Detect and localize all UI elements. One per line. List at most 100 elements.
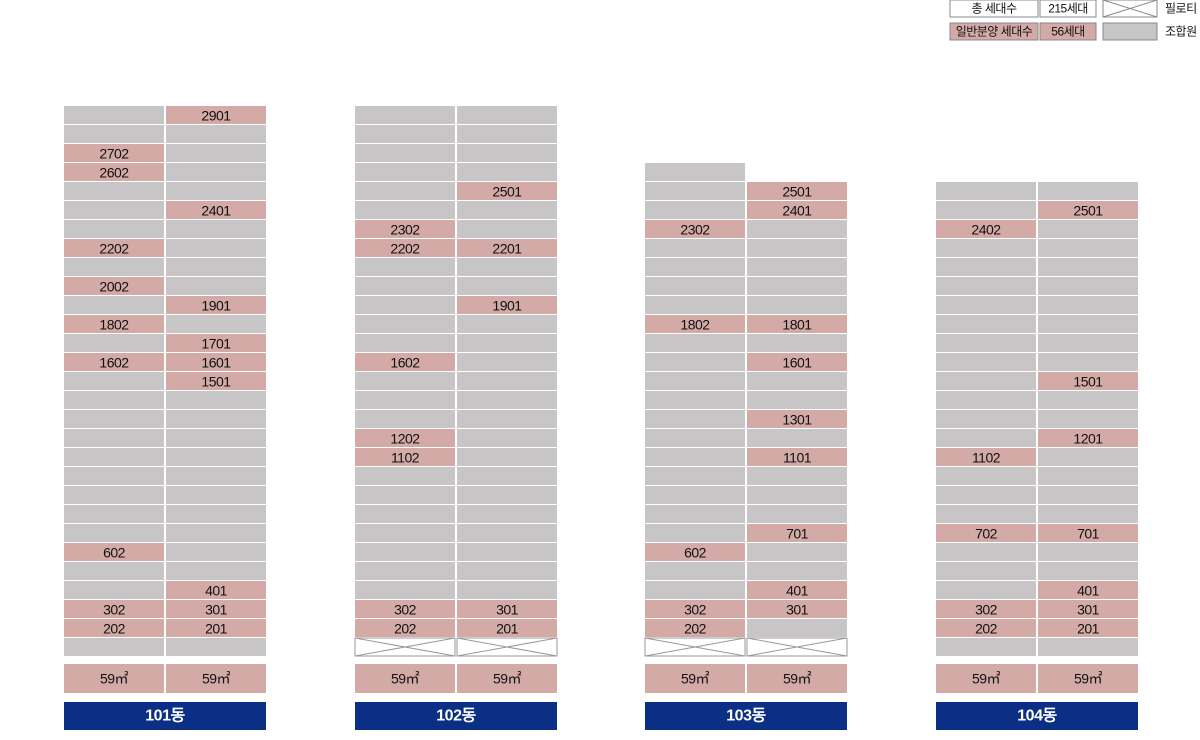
unit-cell xyxy=(64,163,164,181)
legend-value: 215세대 xyxy=(1048,2,1088,16)
building-bar xyxy=(64,702,266,730)
unit-label: 1602 xyxy=(99,355,129,371)
unit-cell xyxy=(1038,448,1138,466)
unit-cell xyxy=(457,296,557,314)
unit-cell xyxy=(166,448,266,466)
unit-cell xyxy=(747,543,847,561)
unit-label: 2401 xyxy=(201,203,231,219)
unit-cell xyxy=(457,182,557,200)
unit-label: 2302 xyxy=(680,222,710,238)
unit-cell xyxy=(64,505,164,523)
unit-cell xyxy=(936,334,1036,352)
unit-cell xyxy=(355,277,455,295)
unit-label: 202 xyxy=(684,621,707,637)
unit-cell xyxy=(355,543,455,561)
unit-cell xyxy=(645,619,745,637)
unit-cell xyxy=(166,144,266,162)
unit-cell xyxy=(747,581,847,599)
unit-cell xyxy=(64,182,164,200)
unit-cell xyxy=(747,429,847,447)
unit-cell xyxy=(64,125,164,143)
unit-cell xyxy=(64,334,164,352)
unit-cell xyxy=(457,429,557,447)
unit-cell xyxy=(747,410,847,428)
unit-cell xyxy=(645,277,745,295)
unit-label: 202 xyxy=(975,621,998,637)
building-bar xyxy=(936,702,1138,730)
unit-cell xyxy=(166,163,266,181)
unit-cell xyxy=(457,410,557,428)
unit-cell xyxy=(1038,353,1138,371)
type-cell xyxy=(64,664,164,693)
unit-cell xyxy=(166,296,266,314)
unit-cell xyxy=(645,296,745,314)
unit-cell xyxy=(936,505,1036,523)
unit-cell xyxy=(355,334,455,352)
unit-cell xyxy=(64,220,164,238)
building: 2901 2702 2602 2401 2202 2002 1901 1802 1701 1602… xyxy=(64,106,266,730)
unit-cell xyxy=(1038,486,1138,504)
unit-label: 1602 xyxy=(390,355,420,371)
unit-cell xyxy=(355,391,455,409)
unit-cell xyxy=(747,220,847,238)
unit-cell xyxy=(355,505,455,523)
pilotis-line xyxy=(746,637,848,657)
unit-label: 301 xyxy=(496,602,519,618)
building: 2501 2402 1501 1201 1102 702 701 401 302 301 202 20… xyxy=(936,182,1138,730)
unit-label: 1802 xyxy=(680,317,710,333)
unit-cell xyxy=(747,277,847,295)
type-cell xyxy=(747,664,847,693)
legend-box xyxy=(949,0,1039,18)
unit-cell xyxy=(64,201,164,219)
type-label: 59㎡ xyxy=(1074,671,1103,687)
building-name: 104동 xyxy=(1017,707,1057,725)
unit-cell xyxy=(747,315,847,333)
legend-label: 일반분양 세대수 xyxy=(956,25,1033,39)
unit-cell xyxy=(355,410,455,428)
unit-label: 202 xyxy=(394,621,417,637)
unit-cell xyxy=(355,619,455,637)
unit-cell xyxy=(936,220,1036,238)
unit-cell xyxy=(355,467,455,485)
unit-cell xyxy=(457,562,557,580)
unit-cell xyxy=(1038,372,1138,390)
unit-cell xyxy=(457,144,557,162)
type-label: 59㎡ xyxy=(493,671,522,687)
unit-cell xyxy=(1038,581,1138,599)
unit-cell xyxy=(64,619,164,637)
unit-cell xyxy=(457,106,557,124)
unit-cell xyxy=(457,505,557,523)
unit-cell xyxy=(645,410,745,428)
unit-cell xyxy=(457,600,557,618)
unit-cell xyxy=(64,543,164,561)
unit-cell xyxy=(1038,619,1138,637)
unit-cell xyxy=(936,258,1036,276)
unit-label: 2402 xyxy=(971,222,1001,238)
unit-cell xyxy=(936,201,1036,219)
type-cell xyxy=(355,664,455,693)
unit-cell xyxy=(1038,258,1138,276)
unit-cell xyxy=(64,391,164,409)
type-cell xyxy=(166,664,266,693)
legend-box xyxy=(949,22,1039,41)
pilotis-line xyxy=(456,637,558,657)
unit-cell xyxy=(747,467,847,485)
unit-cell xyxy=(1038,600,1138,618)
unit-label: 2202 xyxy=(99,241,129,257)
unit-cell xyxy=(747,505,847,523)
unit-cell xyxy=(64,638,164,656)
unit-cell xyxy=(645,334,745,352)
unit-cell xyxy=(166,106,266,124)
unit-cell xyxy=(457,353,557,371)
unit-cell xyxy=(355,144,455,162)
type-label: 59㎡ xyxy=(681,671,710,687)
unit-label: 301 xyxy=(786,602,809,618)
unit-label: 302 xyxy=(975,602,998,618)
unit-label: 2602 xyxy=(99,165,129,181)
unit-label: 1802 xyxy=(99,317,129,333)
unit-cell xyxy=(747,353,847,371)
unit-cell xyxy=(645,505,745,523)
unit-cell xyxy=(457,524,557,542)
unit-cell xyxy=(1038,239,1138,257)
